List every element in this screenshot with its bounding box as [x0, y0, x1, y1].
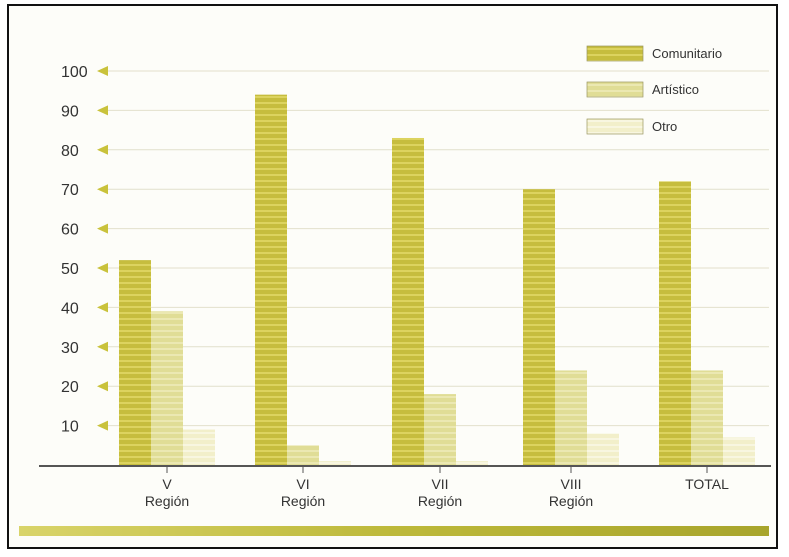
y-tick-arrow: [97, 223, 108, 234]
y-tick-label: 20: [61, 379, 79, 396]
x-category-label: Región: [418, 493, 462, 509]
y-tick-arrow: [97, 302, 108, 313]
y-tick-label: 90: [61, 103, 79, 120]
legend-swatch-otro: [586, 118, 644, 135]
legend-swatch-artistico: [586, 81, 644, 98]
legend-label-comunitario: Comunitario: [652, 46, 722, 61]
y-tick-arrow: [97, 420, 108, 431]
x-category-label: Región: [549, 493, 593, 509]
bar-comunitario-2: [392, 137, 424, 466]
bar-otro-4: [723, 437, 755, 465]
legend-label-artistico: Artístico: [652, 82, 699, 97]
bars: [119, 94, 755, 466]
x-category-label: VIII: [560, 476, 581, 492]
bar-otro-3: [587, 433, 619, 465]
bar-comunitario-3: [523, 189, 555, 465]
y-tick-arrow: [97, 381, 108, 392]
legend-label-otro: Otro: [652, 119, 677, 134]
y-tick-label: 60: [61, 222, 79, 239]
bar-comunitario-4: [659, 181, 691, 465]
legend: Comunitario Artístico Otro: [586, 45, 722, 135]
x-category-label: VI: [296, 476, 309, 492]
bar-otro-0: [183, 429, 215, 465]
gridlines: [107, 70, 769, 427]
y-tick-arrow: [97, 144, 108, 155]
x-category-label: Región: [145, 493, 189, 509]
bar-artistico-0: [151, 311, 183, 465]
y-axis: 10 20 30 40 50 60 70 80 90 100: [39, 64, 771, 467]
y-tick-label: 50: [61, 261, 79, 278]
bar-artistico-4: [691, 370, 723, 465]
y-tick-arrow: [97, 184, 108, 195]
y-tick-label: 80: [61, 143, 79, 160]
bar-comunitario-0: [119, 260, 151, 465]
bar-artistico-1: [287, 445, 319, 465]
bar-artistico-2: [424, 394, 456, 465]
y-tick-label: 40: [61, 300, 79, 317]
bar-otro-1: [319, 461, 351, 465]
y-tick-arrow: [97, 105, 108, 116]
bar-otro-2: [456, 461, 488, 465]
x-category-label: Región: [281, 493, 325, 509]
x-category-label: TOTAL: [685, 476, 729, 492]
bar-artistico-3: [555, 370, 587, 465]
y-tick-label: 30: [61, 340, 79, 357]
x-category-label: VII: [431, 476, 448, 492]
y-tick-label: 70: [61, 182, 79, 199]
y-tick-arrow: [97, 263, 108, 273]
y-tick-arrow: [97, 66, 108, 76]
y-tick-label: 10: [61, 419, 79, 436]
bar-comunitario-1: [255, 94, 287, 465]
chart-frame: 10 20 30 40 50 60 70 80 90 100 V Región VI Región VII…: [7, 4, 778, 549]
legend-swatch-comunitario: [586, 45, 644, 62]
y-tick-arrow: [97, 341, 108, 352]
x-category-label: V: [162, 476, 172, 492]
bottom-decorative-band: [19, 526, 769, 536]
y-tick-label: 100: [61, 64, 88, 81]
